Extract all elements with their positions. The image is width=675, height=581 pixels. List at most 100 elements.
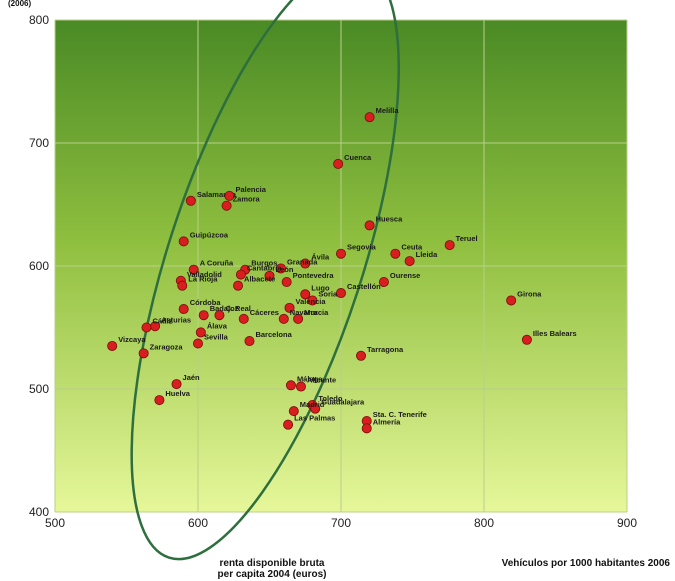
data-point — [275, 263, 286, 274]
data-point — [300, 258, 311, 269]
data-point-label: Palencia — [235, 185, 266, 194]
data-point — [506, 295, 517, 306]
data-point-label: Málaga — [297, 374, 323, 383]
data-point — [288, 406, 299, 417]
data-point-label: Barcelona — [255, 330, 292, 339]
data-point — [188, 264, 199, 275]
data-point — [293, 313, 304, 324]
data-point-label: Toledo — [318, 394, 342, 403]
data-point — [364, 112, 375, 123]
data-point — [281, 276, 292, 287]
data-point — [141, 322, 152, 333]
y-tick-label: 700 — [29, 136, 49, 150]
data-point-label: Tarragona — [367, 345, 404, 354]
data-point — [390, 248, 401, 259]
data-point-label: Pontevedra — [293, 271, 335, 280]
x-tick-label: 800 — [474, 516, 494, 530]
data-point-label: Cantabria — [247, 264, 282, 273]
data-point-label: Murcia — [304, 308, 329, 317]
data-point-label: Valladolid — [187, 270, 222, 279]
data-point-label: Soria — [318, 289, 338, 298]
data-point — [198, 310, 209, 321]
data-point-label: Sevilla — [204, 332, 229, 341]
data-point-label: Ávila — [311, 253, 330, 262]
data-point-label: C. Real — [225, 304, 250, 313]
data-point-label: Alicante — [307, 376, 336, 385]
data-point-label: Madrid — [300, 400, 325, 409]
data-point — [264, 270, 275, 281]
data-point-label: Granada — [287, 257, 318, 266]
data-point — [378, 276, 389, 287]
data-point — [278, 313, 289, 324]
x-tick-label: 600 — [188, 516, 208, 530]
data-point-label: Zamora — [233, 195, 261, 204]
data-point — [335, 288, 346, 299]
data-point — [283, 419, 294, 430]
data-point — [154, 395, 165, 406]
data-point-label: Huelva — [165, 389, 190, 398]
data-point-label: Teruel — [456, 234, 478, 243]
data-point-label: Lugo — [311, 283, 330, 292]
data-point — [171, 379, 182, 390]
x-axis-title-line1: renta disponible bruta — [219, 558, 324, 569]
data-point — [224, 190, 235, 201]
y-tick-label: 600 — [29, 259, 49, 273]
cluster-ellipse — [130, 0, 400, 561]
data-point — [178, 304, 189, 315]
data-point — [404, 256, 415, 267]
data-point-label: León — [276, 265, 294, 274]
data-point — [192, 338, 203, 349]
data-point — [238, 313, 249, 324]
data-point-label: Ourense — [390, 271, 420, 280]
y-tick-label: 400 — [29, 505, 49, 519]
data-point-label: Salamanca — [197, 190, 237, 199]
x-tick-label: 900 — [617, 516, 637, 530]
y-axis-title: Vehículos por 1000 habitantes 2006 — [502, 558, 671, 569]
data-point-label: A Coruña — [200, 259, 234, 268]
data-point — [300, 289, 311, 300]
gridlines — [54, 19, 628, 513]
data-point-label: Asturias — [161, 315, 191, 324]
data-point-label: Las Palmas — [294, 414, 335, 423]
data-point-label: Albacete — [244, 275, 275, 284]
data-point — [214, 310, 225, 321]
data-point-label: Valencia — [296, 297, 327, 306]
x-tick-label: 500 — [45, 516, 65, 530]
data-point-label: Segovia — [347, 243, 377, 252]
data-point — [285, 380, 296, 391]
data-point — [195, 327, 206, 338]
y-tick-label: 500 — [29, 382, 49, 396]
data-point-label: Burgos — [251, 259, 277, 268]
data-point-label: Córdoba — [190, 298, 222, 307]
data-point-label: Badajoz — [210, 304, 239, 313]
x-tick-label: 700 — [331, 516, 351, 530]
data-point — [295, 381, 306, 392]
data-point — [221, 200, 232, 211]
data-point-label: Navarra — [290, 308, 319, 317]
data-point-label: Guipúzcoa — [190, 230, 229, 239]
data-point-label: Castellón — [347, 282, 381, 291]
data-point-label: Cádiz — [153, 317, 173, 326]
data-point-label: Vizcaya — [118, 335, 146, 344]
data-point-label: Cuenca — [344, 153, 372, 162]
data-point — [235, 269, 246, 280]
data-point-label: Illes Balears — [533, 329, 577, 338]
data-point — [138, 348, 149, 359]
data-point-label: Álava — [207, 321, 228, 330]
data-point — [364, 220, 375, 231]
y-tick-label: 800 — [29, 13, 49, 27]
data-point-label: Lleida — [416, 250, 439, 259]
data-point-label: Girona — [517, 289, 542, 298]
data-point — [177, 280, 188, 291]
data-point — [521, 334, 532, 345]
data-point-label: Huesca — [376, 214, 404, 223]
data-point — [244, 336, 255, 347]
data-point-label: La Rioja — [188, 275, 218, 284]
data-point — [185, 195, 196, 206]
data-point — [233, 280, 244, 291]
x-axis-title-line2: per capita 2004 (euros) — [218, 569, 327, 580]
data-point — [284, 302, 295, 313]
top-label: (2006) — [8, 0, 31, 8]
